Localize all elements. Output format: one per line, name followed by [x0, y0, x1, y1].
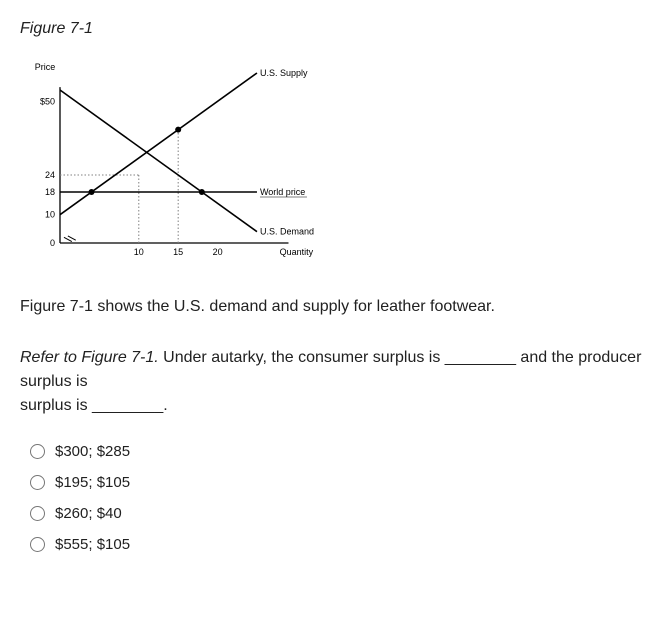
option-1[interactable]: $195; $105: [30, 474, 643, 491]
question-blank2: ________: [92, 397, 163, 414]
option-0-radio[interactable]: [30, 444, 45, 459]
svg-text:18: 18: [45, 187, 55, 197]
svg-text:U.S. Supply: U.S. Supply: [260, 68, 308, 78]
option-1-label: $195; $105: [55, 474, 130, 491]
svg-text:10: 10: [45, 210, 55, 220]
svg-text:of leather: of leather: [278, 257, 316, 258]
svg-text:U.S. Demand: U.S. Demand: [260, 227, 314, 237]
question-body3: surplus is: [20, 397, 92, 414]
svg-text:World price: World price: [260, 187, 305, 197]
option-3[interactable]: $555; $105: [30, 536, 643, 553]
figure-title: Figure 7-1: [20, 20, 643, 38]
question-text: Refer to Figure 7-1. Under autarky, the …: [20, 346, 643, 418]
svg-text:10: 10: [134, 247, 144, 257]
question-blank1: ________: [445, 349, 516, 366]
option-1-radio[interactable]: [30, 475, 45, 490]
svg-text:Quantity: Quantity: [280, 247, 314, 257]
chart: 0101824$50101520PriceQuantityof leatherf…: [20, 58, 340, 268]
question-period: .: [163, 397, 167, 414]
svg-text:0: 0: [50, 238, 55, 248]
figure-description: Figure 7-1 shows the U.S. demand and sup…: [20, 298, 643, 316]
svg-text:$50: $50: [40, 96, 55, 106]
question-prefix: Refer to Figure 7-1.: [20, 349, 159, 366]
option-3-label: $555; $105: [55, 536, 130, 553]
options-list: $300; $285 $195; $105 $260; $40 $555; $1…: [30, 443, 643, 553]
svg-text:20: 20: [213, 247, 223, 257]
option-2-label: $260; $40: [55, 505, 122, 522]
svg-text:15: 15: [173, 247, 183, 257]
option-0-label: $300; $285: [55, 443, 130, 460]
option-0[interactable]: $300; $285: [30, 443, 643, 460]
question-body1: Under autarky, the consumer surplus is: [159, 349, 445, 366]
svg-text:24: 24: [45, 170, 55, 180]
option-2-radio[interactable]: [30, 506, 45, 521]
option-2[interactable]: $260; $40: [30, 505, 643, 522]
svg-text:Price: Price: [35, 62, 56, 72]
option-3-radio[interactable]: [30, 537, 45, 552]
